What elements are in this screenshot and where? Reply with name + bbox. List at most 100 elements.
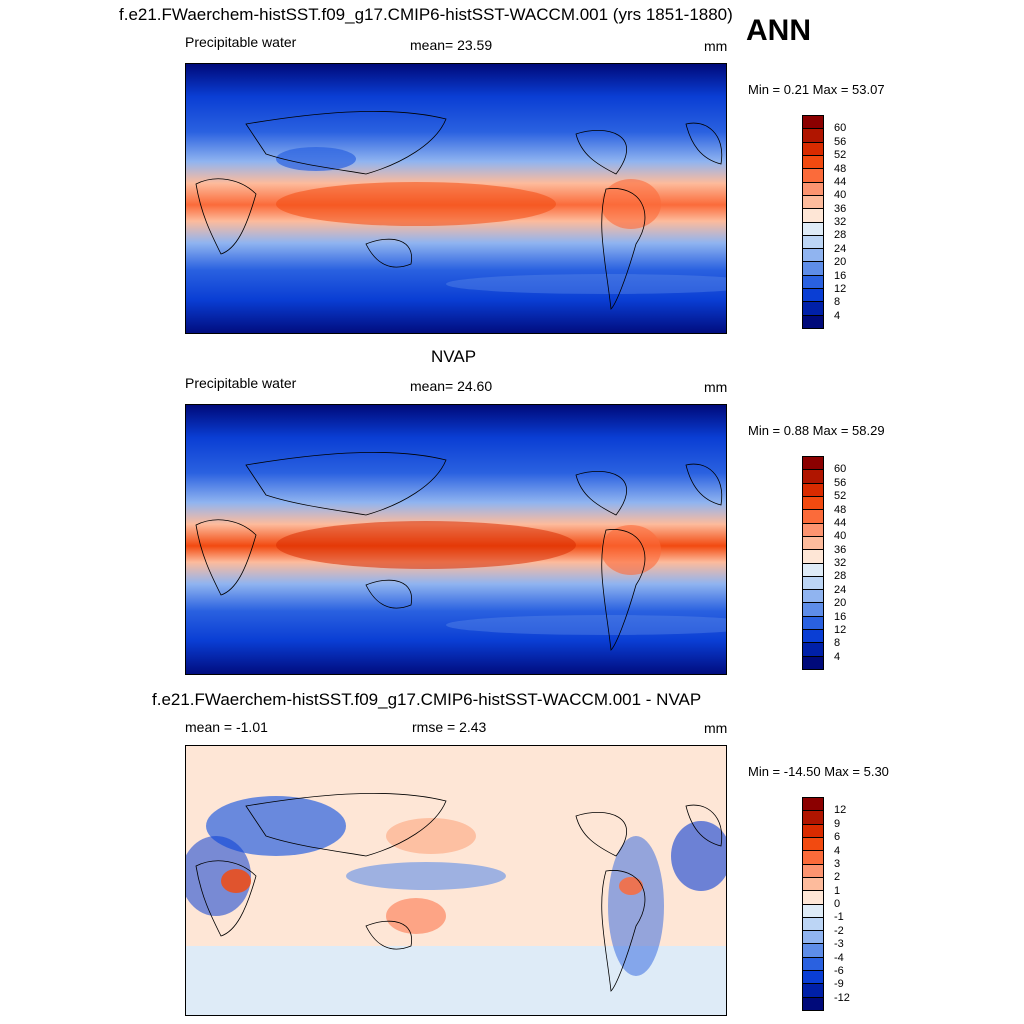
panel1-colorbar-tick-label: 60 — [834, 122, 847, 135]
panel3-colorbar-tick-label: 4 — [834, 844, 841, 857]
panel1-colorbar-swatch — [803, 315, 823, 328]
panel2-colorbar-swatch — [803, 590, 823, 604]
panel2-colorbar-tick-label: 56 — [834, 476, 847, 489]
panel2-colorbar-tick-label: 44 — [834, 516, 847, 529]
panel1-colorbar-tick-label: 8 — [834, 296, 841, 309]
panel1-colorbar-tick-label: 12 — [834, 282, 847, 295]
panel3-colorbar-swatch — [803, 944, 823, 958]
panel3-colorbar-tick-label: 2 — [834, 871, 841, 884]
panel3-colorbar-swatch — [803, 891, 823, 905]
panel2-variable-label: Precipitable water — [185, 375, 297, 391]
panel3-colorbar-tick-label: -2 — [834, 924, 844, 937]
panel3-colorbar-tick-label: 3 — [834, 857, 841, 870]
panel3-minmax: Min = -14.50 Max = 5.30 — [748, 764, 889, 779]
panel1-colorbar-swatch — [803, 116, 823, 130]
panel3-colorbar-tick-label: -1 — [834, 911, 844, 924]
panel3-colorbar-swatch — [803, 824, 823, 838]
panel2-colorbar-swatch — [803, 457, 823, 471]
panel1-colorbar-swatch — [803, 222, 823, 236]
panel2-colorbar-tick-label: 16 — [834, 610, 847, 623]
panel2-colorbar-swatch — [803, 630, 823, 644]
panel3-colorbar-tick-label: -4 — [834, 951, 844, 964]
panel1-map — [185, 63, 727, 334]
season-label: ANN — [746, 14, 811, 47]
panel1-colorbar-tick-label: 16 — [834, 269, 847, 282]
panel1-colorbar-tick-label: 52 — [834, 149, 847, 162]
panel3-colorbar-swatch — [803, 931, 823, 945]
panel1-colorbar-swatch — [803, 155, 823, 170]
panel2-colorbar-tick-label: 48 — [834, 503, 847, 516]
panel3-colorbar-tick-label: -6 — [834, 964, 844, 977]
panel2-colorbar-tick-label: 60 — [834, 463, 847, 476]
panel2-colorbar-swatch — [803, 536, 823, 551]
panel1-colorbar-swatch — [803, 209, 823, 223]
panel2-colorbar-tick-label: 4 — [834, 650, 841, 663]
panel2-colorbar-tick-label: 36 — [834, 543, 847, 556]
panel1-mean-label: mean= 23.59 — [410, 37, 493, 53]
panel2-colorbar-labels: 60 56 52 48 44 40 36 32 28 24 20 16 12 8 4 — [834, 456, 874, 670]
panel1-colorbar-swatch — [803, 262, 823, 276]
panel3-colorbar-swatch — [803, 798, 823, 812]
panel2-units: mm — [704, 379, 728, 395]
panel2-colorbar-swatch — [803, 496, 823, 511]
panel1-colorbar-swatch — [803, 142, 823, 156]
panel2-colorbar-tick-label: 12 — [834, 623, 847, 636]
panel3-mean-label: mean = -1.01 — [185, 719, 268, 735]
panel3-colorbar-swatch — [803, 971, 823, 985]
panel2-colorbar-tick-label: 32 — [834, 557, 847, 569]
panel3-colorbar-swatch — [803, 997, 823, 1010]
panel2-colorbar-swatch — [803, 616, 823, 631]
panel1-colorbar-tick-label: 36 — [834, 202, 847, 215]
panel3-colorbar-swatch — [803, 957, 823, 972]
panel2-colorbar-tick-label: 8 — [834, 637, 841, 650]
panel3-colorbar-tick-label: 6 — [834, 831, 841, 844]
panel1-colorbar-swatch — [803, 249, 823, 263]
panel3-colorbar-swatch — [803, 877, 823, 892]
panel1-colorbar-labels: 60 56 52 48 44 40 36 32 28 24 20 16 12 8 4 — [834, 115, 874, 329]
panel1-colorbar-swatch — [803, 129, 823, 143]
panel1-colorbar-tick-label: 48 — [834, 162, 847, 175]
panel2-colorbar-tick-label: 40 — [834, 530, 847, 543]
panel1-colorbar-tick-label: 20 — [834, 256, 847, 269]
panel1-colorbar-swatch — [803, 195, 823, 210]
panel1-minmax: Min = 0.21 Max = 53.07 — [748, 82, 885, 97]
panel2-colorbar-tick-label: 24 — [834, 583, 847, 596]
panel3-colorbar-labels: 12 9 6 4 3 2 1 0 -1 -2 -3 -4 -6 -9 -12 — [834, 797, 874, 1011]
panel2-colorbar-tick-label: 20 — [834, 597, 847, 610]
panel3-colorbar-tick-label: -9 — [834, 978, 844, 991]
panel1-units: mm — [704, 38, 728, 54]
panel3-colorbar — [802, 797, 824, 1011]
panel2-title: NVAP — [431, 347, 477, 366]
panel3-title: f.e21.FWaerchem-histSST.f09_g17.CMIP6-hi… — [152, 690, 702, 709]
panel2-colorbar-swatch — [803, 563, 823, 577]
panel3-rmse-label: rmse = 2.43 — [412, 719, 487, 735]
panel3-units: mm — [704, 720, 728, 736]
panel1-colorbar-tick-label: 4 — [834, 309, 841, 322]
panel1-variable-label: Precipitable water — [185, 34, 297, 50]
panel3-colorbar-tick-label: -12 — [834, 991, 850, 1004]
panel2-map — [185, 404, 727, 675]
panel3-colorbar-tick-label: 9 — [834, 817, 841, 830]
panel2-colorbar-swatch — [803, 576, 823, 591]
panel2-colorbar-swatch — [803, 523, 823, 537]
panel3-colorbar-swatch — [803, 904, 823, 918]
panel2-colorbar-swatch — [803, 550, 823, 564]
panel3-colorbar-tick-label: 0 — [834, 898, 841, 910]
panel1-colorbar-tick-label: 40 — [834, 189, 847, 202]
panel3-colorbar-tick-label: 12 — [834, 804, 847, 817]
panel2-colorbar-swatch — [803, 470, 823, 484]
panel2-colorbar-tick-label: 52 — [834, 490, 847, 503]
panel2-colorbar-swatch — [803, 603, 823, 617]
panel1-colorbar — [802, 115, 824, 329]
panel1-title: f.e21.FWaerchem-histSST.f09_g17.CMIP6-hi… — [119, 5, 733, 24]
panel3-colorbar-swatch — [803, 811, 823, 825]
panel1-colorbar-swatch — [803, 235, 823, 250]
panel1-colorbar-swatch — [803, 302, 823, 316]
panel3-colorbar-tick-label: 1 — [834, 884, 841, 897]
panel2-colorbar-swatch — [803, 483, 823, 497]
panel3-map — [185, 745, 727, 1016]
panel3-colorbar-swatch — [803, 917, 823, 932]
panel1-colorbar-tick-label: 32 — [834, 216, 847, 228]
panel1-colorbar-swatch — [803, 182, 823, 196]
panel1-colorbar-swatch — [803, 275, 823, 290]
